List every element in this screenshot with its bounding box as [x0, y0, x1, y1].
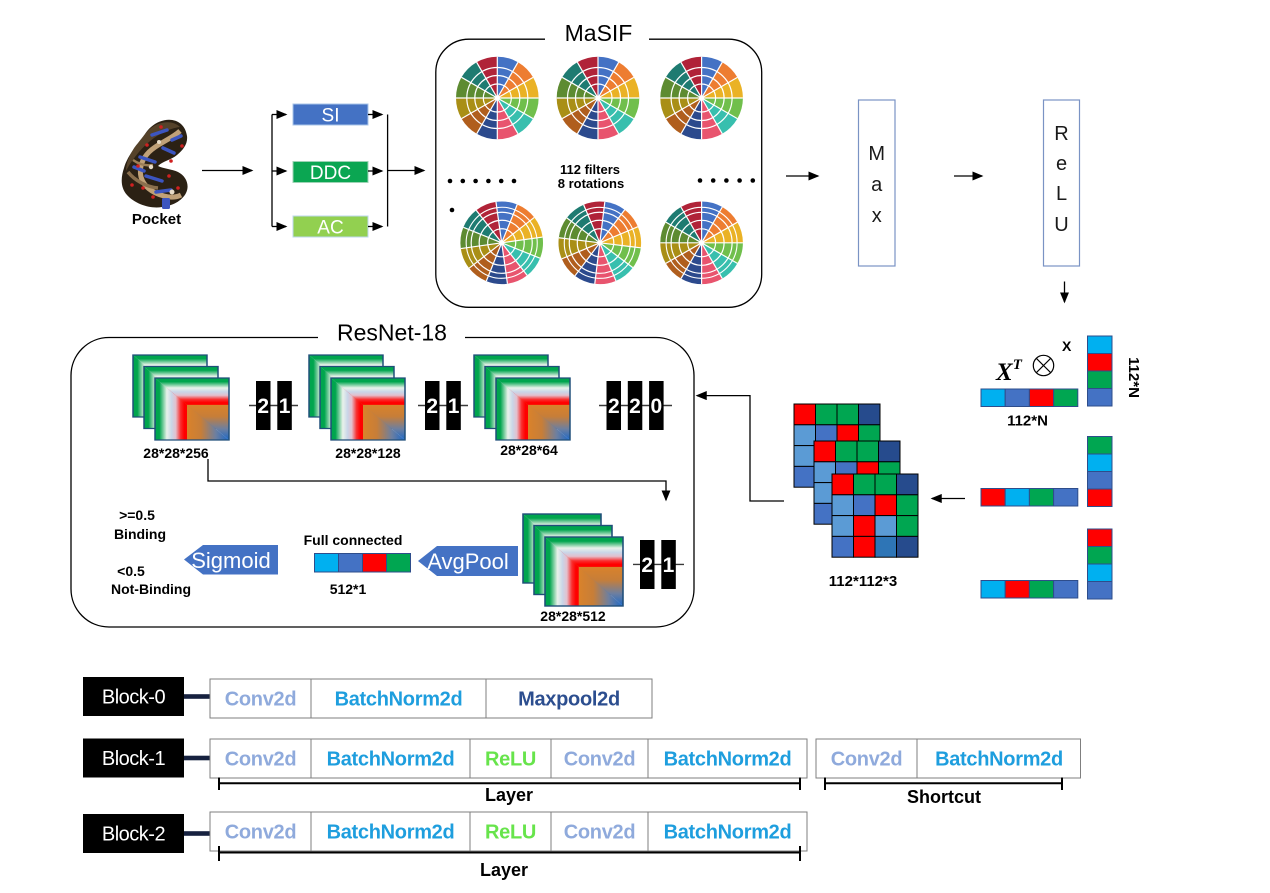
svg-text:112*112*3: 112*112*3 [829, 573, 897, 590]
svg-text:Block-0: Block-0 [102, 687, 166, 709]
svg-text:X: X [1062, 338, 1072, 354]
svg-text:Sigmoid: Sigmoid [191, 548, 270, 573]
svg-text:Full connected: Full connected [304, 532, 403, 548]
svg-text:2: 2 [426, 395, 438, 418]
svg-text:Pocket: Pocket [132, 211, 181, 228]
svg-text:SI: SI [322, 106, 340, 127]
svg-text:BatchNorm2d: BatchNorm2d [664, 749, 792, 771]
svg-text:Conv2d: Conv2d [225, 689, 297, 711]
svg-text:BatchNorm2d: BatchNorm2d [664, 822, 792, 844]
svg-text:BatchNorm2d: BatchNorm2d [327, 822, 455, 844]
svg-text:Binding: Binding [114, 526, 166, 542]
svg-text:a: a [871, 174, 883, 196]
svg-text:ReLU: ReLU [485, 749, 536, 771]
svg-text:1: 1 [448, 395, 460, 418]
svg-text:Layer: Layer [480, 860, 528, 880]
svg-text:AvgPool: AvgPool [427, 549, 509, 574]
svg-text:AC: AC [317, 218, 343, 239]
svg-text:512*1: 512*1 [330, 581, 367, 597]
svg-text:2: 2 [608, 395, 620, 418]
svg-text:BatchNorm2d: BatchNorm2d [335, 689, 463, 711]
svg-text:DDC: DDC [310, 163, 351, 184]
svg-text:28*28*256: 28*28*256 [143, 445, 209, 461]
svg-text:112 filters: 112 filters [560, 162, 620, 177]
svg-text:28*28*512: 28*28*512 [540, 608, 606, 624]
svg-text:ResNet-18: ResNet-18 [337, 320, 447, 346]
svg-text:1: 1 [279, 395, 291, 418]
svg-text:Not-Binding: Not-Binding [111, 581, 191, 597]
svg-text:112*N: 112*N [1007, 413, 1048, 430]
svg-text:2: 2 [257, 395, 269, 418]
svg-text:2: 2 [629, 395, 641, 418]
svg-text:x: x [872, 205, 882, 227]
svg-text:8 rotations: 8 rotations [558, 176, 624, 191]
svg-text:R: R [1054, 123, 1068, 145]
svg-text:28*28*128: 28*28*128 [335, 445, 401, 461]
svg-text:e: e [1056, 153, 1067, 175]
svg-text:Conv2d: Conv2d [564, 749, 636, 771]
svg-text:L: L [1056, 183, 1067, 205]
svg-text:Conv2d: Conv2d [564, 822, 636, 844]
svg-text:Conv2d: Conv2d [225, 822, 297, 844]
svg-text:Block-1: Block-1 [102, 748, 166, 770]
svg-text:Conv2d: Conv2d [831, 749, 903, 771]
svg-text:<0.5: <0.5 [117, 563, 145, 579]
svg-text:112*N: 112*N [1125, 357, 1142, 398]
svg-text:Maxpool2d: Maxpool2d [518, 689, 620, 711]
svg-text:28*28*64: 28*28*64 [500, 442, 558, 458]
svg-text:M: M [868, 143, 885, 165]
svg-text:0: 0 [651, 395, 663, 418]
svg-text:Layer: Layer [485, 785, 533, 805]
svg-text:ReLU: ReLU [485, 822, 536, 844]
svg-text:BatchNorm2d: BatchNorm2d [327, 749, 455, 771]
svg-text:MaSIF: MaSIF [565, 20, 633, 46]
svg-text:2: 2 [641, 554, 653, 577]
svg-text:BatchNorm2d: BatchNorm2d [935, 749, 1063, 771]
svg-text:U: U [1054, 214, 1068, 236]
svg-text:1: 1 [663, 554, 675, 577]
svg-text:Block-2: Block-2 [102, 824, 166, 846]
svg-text:>=0.5: >=0.5 [119, 507, 155, 523]
svg-text:Shortcut: Shortcut [907, 787, 981, 807]
svg-text:Conv2d: Conv2d [225, 749, 297, 771]
